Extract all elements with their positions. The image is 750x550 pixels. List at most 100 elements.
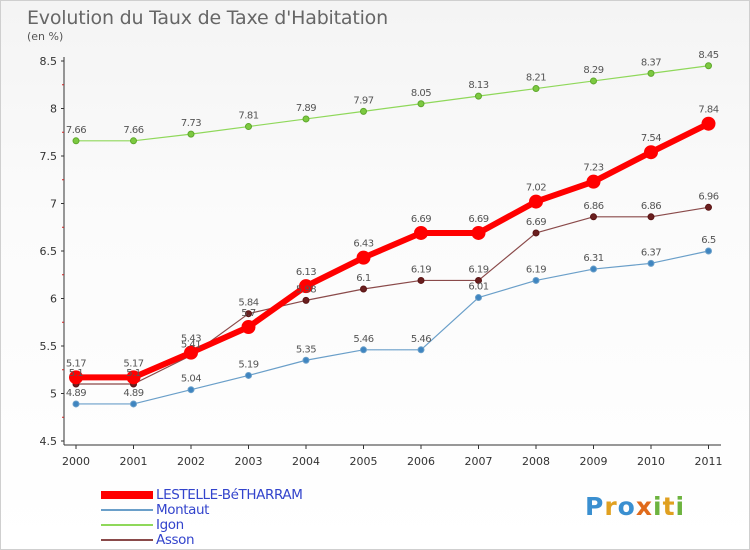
legend-label: Asson: [156, 532, 195, 548]
data-point: [72, 137, 80, 145]
data-point: [245, 123, 252, 131]
data-label: 7.81: [238, 111, 258, 122]
x-tick-label: 2011: [695, 455, 723, 468]
x-tick-label: 2010: [637, 455, 665, 468]
data-label: 5.98: [296, 284, 316, 295]
data-label: 6.19: [411, 264, 431, 275]
legend-swatch: [101, 539, 153, 541]
data-point: [417, 276, 425, 284]
data-label: 6.43: [353, 239, 373, 250]
data-point: [647, 259, 655, 267]
data-label: 6.19: [526, 264, 546, 275]
data-label: 6.86: [641, 201, 661, 212]
chart-title: Evolution du Taux de Taxe d'Habitation: [27, 7, 388, 29]
series-line: [76, 121, 710, 381]
data-point: [299, 279, 313, 294]
data-label: 7.89: [296, 103, 316, 114]
data-point: [302, 115, 310, 123]
data-label: 6.31: [583, 253, 603, 264]
data-label: 5.17: [123, 358, 143, 369]
data-label: 6.1: [356, 273, 371, 284]
data-label: 5.17: [66, 358, 86, 369]
y-tick-label: 7: [50, 198, 57, 211]
x-tick-label: 2004: [292, 455, 320, 468]
data-point: [532, 229, 540, 237]
data-labels-layer: 7.66 7.66 7.73 7.81 7.89 7.97 8.05 8.13 8.21 8.29…: [66, 50, 719, 399]
y-tick-label: 5.5: [40, 340, 58, 353]
chart-subtitle: (en %): [27, 30, 64, 43]
data-label: 5.46: [411, 334, 431, 345]
x-tick-label: 2003: [235, 455, 263, 468]
data-point: [647, 213, 655, 221]
data-point: [130, 137, 137, 145]
data-point: [245, 310, 252, 318]
data-point: [414, 225, 428, 240]
x-tick-label: 2001: [120, 455, 148, 468]
data-label: 5.19: [238, 359, 258, 370]
data-point: [705, 62, 712, 70]
data-label: 8.45: [698, 50, 718, 61]
data-label: 5.46: [353, 334, 373, 345]
data-point: [360, 107, 367, 115]
data-point: [701, 116, 716, 131]
data-point: [126, 370, 141, 385]
data-label: 6.69: [468, 214, 488, 225]
data-point: [471, 225, 486, 240]
data-label: 5.41: [181, 340, 201, 351]
data-point: [360, 346, 367, 354]
data-label: 8.13: [468, 80, 488, 91]
data-label: 8.21: [526, 73, 546, 84]
data-label: 5.1: [126, 368, 141, 379]
y-tick-label: 7.5: [40, 150, 58, 163]
series-1: [72, 247, 712, 408]
proxiti-logo: Proxiti: [585, 492, 686, 521]
data-label: 6.86: [583, 201, 603, 212]
y-tick-label: 6: [50, 293, 57, 306]
x-tick-label: 2008: [522, 455, 550, 468]
data-point: [532, 85, 540, 93]
y-tick-label: 6.5: [40, 245, 58, 258]
data-label: 4.89: [66, 388, 86, 399]
data-label: 5.43: [181, 334, 201, 345]
data-label: 6.13: [296, 267, 316, 278]
data-point: [360, 285, 367, 293]
legend-label: LESTELLE-BéTHARRAM: [156, 487, 303, 503]
data-point: [241, 320, 256, 334]
data-label: 6.19: [468, 264, 488, 275]
data-point: [590, 213, 597, 221]
data-label: 5.84: [238, 298, 258, 309]
data-label: 7.66: [66, 125, 86, 136]
data-point: [356, 250, 371, 265]
data-label: 7.66: [123, 125, 143, 136]
data-label: 5.35: [296, 344, 316, 355]
data-label: 7.54: [641, 133, 661, 144]
x-tick-label: 2006: [407, 455, 435, 468]
series-0: [69, 116, 716, 385]
data-label: 5.1: [69, 368, 84, 379]
data-point: [586, 174, 601, 189]
legend-swatch: [101, 509, 153, 511]
x-tick-label: 2000: [62, 455, 90, 468]
data-label: 6.37: [641, 247, 661, 258]
data-point: [475, 294, 482, 302]
data-label: 6.69: [526, 217, 546, 228]
data-label: 5.7: [241, 308, 256, 319]
series-line: [76, 250, 709, 405]
data-label: 6.5: [701, 235, 716, 246]
data-point: [130, 400, 137, 408]
data-point: [644, 145, 658, 160]
legend-swatch: [101, 491, 153, 499]
data-label: 7.02: [526, 183, 546, 194]
series-2: [72, 62, 712, 145]
data-label: 4.89: [123, 388, 143, 399]
data-label: 7.73: [181, 118, 201, 129]
series-layer: [69, 62, 716, 408]
data-point: [417, 100, 425, 108]
data-point: [705, 203, 712, 211]
series-line: [76, 65, 709, 142]
legend-swatch: [101, 524, 153, 526]
chart-axes: 4.5 5 5.5 6 6.5 7 7.5 8 8.5 2000 2001 2002 2003 2004 2…: [40, 55, 723, 468]
data-point: [532, 276, 540, 284]
data-point: [302, 296, 310, 304]
